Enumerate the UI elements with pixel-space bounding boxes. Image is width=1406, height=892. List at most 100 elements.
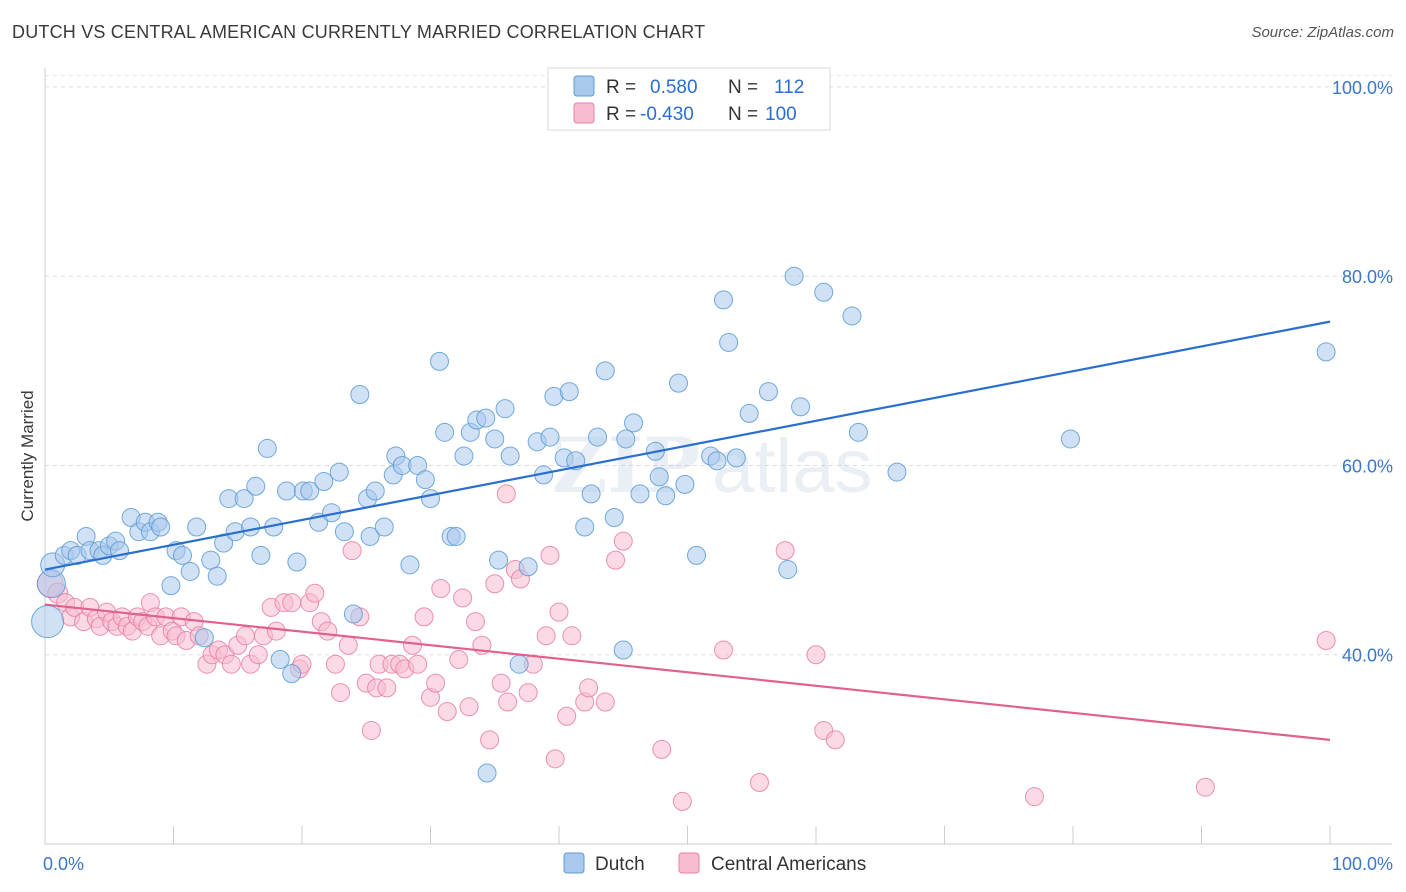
legend-r-label-central-americans: R = bbox=[606, 104, 636, 125]
point-central-americans bbox=[652, 739, 672, 759]
point-dutch bbox=[446, 526, 466, 546]
point-central-americans bbox=[235, 626, 255, 646]
point-dutch bbox=[429, 351, 449, 371]
point-dutch bbox=[31, 605, 65, 639]
legend-bottom-label-central-americans: Central Americans bbox=[711, 854, 866, 875]
point-central-americans bbox=[613, 531, 633, 551]
gridlines bbox=[45, 75, 1392, 656]
point-dutch bbox=[656, 486, 676, 506]
point-dutch bbox=[613, 640, 633, 660]
point-central-americans bbox=[403, 635, 423, 655]
point-central-americans bbox=[1024, 787, 1044, 807]
legend-r-value-dutch: 0.580 bbox=[650, 77, 698, 98]
chart-source: Source: ZipAtlas.com bbox=[1251, 24, 1394, 41]
point-central-americans bbox=[545, 749, 565, 769]
axes bbox=[44, 68, 1392, 845]
point-central-americans bbox=[408, 654, 428, 674]
point-central-americans bbox=[713, 640, 733, 660]
point-central-americans bbox=[749, 772, 769, 792]
point-central-americans bbox=[480, 730, 500, 750]
point-dutch bbox=[624, 413, 644, 433]
point-central-americans bbox=[342, 541, 362, 561]
point-central-americans bbox=[595, 692, 615, 712]
point-dutch bbox=[669, 373, 689, 393]
series-central-americans bbox=[36, 484, 1336, 811]
chart-title: DUTCH VS CENTRAL AMERICAN CURRENTLY MARR… bbox=[12, 22, 706, 42]
legend-n-value-dutch: 112 bbox=[774, 77, 804, 98]
point-central-americans bbox=[825, 730, 845, 750]
point-dutch bbox=[241, 517, 261, 537]
point-dutch bbox=[270, 649, 290, 669]
point-dutch bbox=[287, 552, 307, 572]
point-dutch bbox=[477, 763, 497, 783]
point-dutch bbox=[713, 290, 733, 310]
point-central-americans bbox=[266, 621, 286, 641]
point-dutch bbox=[485, 429, 505, 449]
point-central-americans bbox=[536, 626, 556, 646]
legend-bottom-label-dutch: Dutch bbox=[595, 854, 645, 875]
point-dutch bbox=[151, 517, 171, 537]
point-dutch bbox=[675, 474, 695, 494]
point-dutch bbox=[887, 462, 907, 482]
point-dutch bbox=[581, 484, 601, 504]
point-dutch bbox=[726, 448, 746, 468]
point-dutch bbox=[604, 508, 624, 528]
point-dutch bbox=[595, 361, 615, 381]
point-central-americans bbox=[498, 692, 518, 712]
point-dutch bbox=[575, 517, 595, 537]
legend-swatch-central-americans bbox=[573, 102, 595, 124]
legend-r-label-dutch: R = bbox=[606, 77, 636, 98]
point-dutch bbox=[814, 282, 834, 302]
point-central-americans bbox=[361, 720, 381, 740]
point-dutch bbox=[329, 462, 349, 482]
y-tick-label: 40.0% bbox=[1342, 646, 1393, 666]
point-dutch bbox=[489, 550, 509, 570]
legend-n-label-central-americans: N = bbox=[728, 104, 758, 125]
legend-n-label-dutch: N = bbox=[728, 77, 758, 98]
point-central-americans bbox=[496, 484, 516, 504]
point-dutch bbox=[500, 446, 520, 466]
point-central-americans bbox=[426, 673, 446, 693]
point-dutch bbox=[848, 422, 868, 442]
point-central-americans bbox=[325, 654, 345, 674]
point-central-americans bbox=[1316, 631, 1336, 651]
y-axis-label: Currently Married bbox=[18, 390, 37, 521]
point-dutch bbox=[172, 545, 192, 565]
point-central-americans bbox=[377, 678, 397, 698]
point-dutch bbox=[686, 545, 706, 565]
point-dutch bbox=[201, 550, 221, 570]
point-dutch bbox=[246, 476, 266, 496]
point-dutch bbox=[277, 481, 297, 501]
point-central-americans bbox=[282, 593, 302, 613]
point-central-americans bbox=[606, 550, 626, 570]
point-dutch bbox=[1060, 429, 1080, 449]
point-dutch bbox=[415, 470, 435, 490]
point-dutch bbox=[476, 408, 496, 428]
point-dutch bbox=[360, 526, 380, 546]
y-tick-label: 100.0% bbox=[1332, 78, 1393, 98]
point-dutch bbox=[649, 467, 669, 487]
legend-bottom-swatch-central-americans bbox=[678, 852, 700, 874]
point-dutch bbox=[421, 489, 440, 509]
point-dutch bbox=[234, 489, 254, 509]
tick-labels: 40.0% 60.0% 80.0% 100.0% 0.0% 100.0% bbox=[43, 78, 1393, 874]
point-dutch bbox=[495, 399, 515, 419]
point-dutch bbox=[400, 555, 420, 575]
point-dutch bbox=[282, 664, 302, 684]
point-dutch bbox=[350, 384, 370, 404]
point-dutch bbox=[842, 306, 862, 326]
point-central-americans bbox=[431, 578, 451, 598]
point-dutch bbox=[630, 484, 650, 504]
trend-line-dutch bbox=[44, 320, 1331, 571]
point-central-americans bbox=[579, 678, 599, 698]
point-dutch bbox=[739, 403, 759, 423]
point-central-americans bbox=[806, 645, 826, 665]
point-central-americans bbox=[562, 626, 582, 646]
legend-n-value-central-americans: 100 bbox=[765, 104, 797, 125]
point-dutch bbox=[791, 397, 811, 417]
point-dutch bbox=[719, 332, 739, 352]
series-legend: Dutch Central Americans bbox=[563, 852, 866, 875]
point-central-americans bbox=[449, 649, 469, 669]
point-dutch bbox=[509, 654, 529, 674]
